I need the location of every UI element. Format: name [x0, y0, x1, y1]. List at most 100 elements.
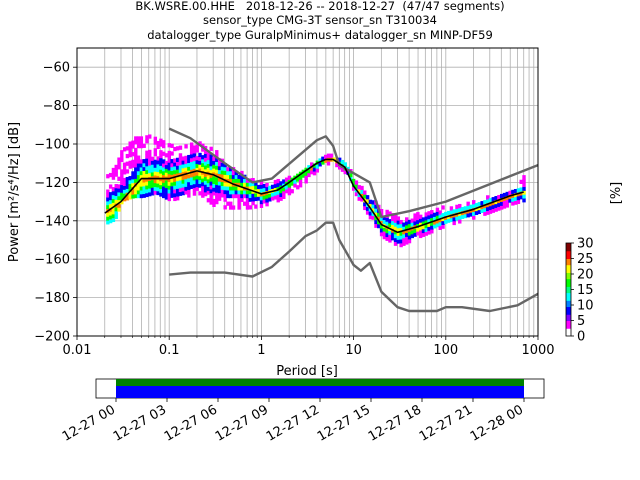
psd-density-cell: [220, 166, 225, 171]
psd-density-cell: [220, 181, 225, 186]
psd-density-cell: [226, 186, 230, 191]
psd-density-cell: [142, 162, 146, 168]
psd-density-cell: [393, 222, 398, 227]
psd-density-cell: [519, 187, 523, 192]
psd-density-cell: [223, 170, 227, 175]
psd-density-cell: [189, 169, 194, 174]
psd-density-cell: [522, 182, 526, 188]
psd-density-cell: [259, 199, 264, 205]
psd-density-cell: [427, 230, 431, 235]
psd-density-cell: [134, 193, 138, 199]
psd-density-cell: [483, 200, 487, 205]
psd-density-cell: [134, 190, 138, 195]
colorbar-segment: [566, 286, 571, 289]
psd-density-cell: [340, 159, 345, 165]
colorbar-segment: [566, 272, 571, 275]
psd-density-cell: [178, 160, 183, 166]
psd-density-cell: [293, 179, 297, 184]
psd-density-cell: [388, 238, 392, 243]
psd-density-cell: [237, 182, 241, 187]
psd-density-cell: [215, 165, 219, 170]
psd-density-cell: [162, 186, 166, 191]
psd-density-cell: [128, 176, 132, 181]
psd-density-cell: [363, 205, 367, 211]
colorbar-segment: [566, 249, 571, 252]
psd-density-cell: [240, 178, 244, 183]
colorbar-segment: [566, 289, 571, 292]
psd-density-cell: [240, 197, 244, 202]
colorbar-segment: [566, 277, 571, 280]
psd-density-cell: [145, 158, 149, 163]
psd-density-cell: [290, 189, 294, 194]
psd-density-cell: [282, 187, 286, 192]
psd-density-cell: [388, 234, 392, 239]
psd-density-cell: [399, 239, 403, 244]
psd-density-cell: [374, 215, 378, 221]
psd-density-cell: [438, 225, 442, 230]
psd-density-cell: [427, 218, 431, 224]
psd-density-cell: [136, 182, 141, 187]
psd-density-cell: [393, 226, 398, 231]
psd-density-cell: [374, 212, 378, 217]
psd-density-cell: [201, 185, 205, 191]
psd-density-cell: [304, 171, 308, 176]
psd-density-cell: [189, 184, 194, 189]
psd-density-cell: [198, 160, 202, 165]
psd-density-cell: [505, 191, 509, 197]
psd-density-cell: [240, 186, 244, 191]
colorbar-segment: [566, 252, 571, 255]
timeline-tick-label: 12-27 00: [60, 402, 118, 444]
psd-density-cell: [391, 232, 395, 237]
psd-density-cell: [203, 153, 208, 158]
psd-density-cell: [508, 194, 512, 199]
psd-density-cell: [421, 217, 426, 222]
x-tick-label: 10: [345, 343, 362, 358]
psd-density-cell: [170, 170, 174, 175]
psd-density-cell: [497, 202, 501, 207]
psd-density-cell: [374, 219, 378, 225]
psd-density-cell: [413, 232, 417, 237]
psd-density-cell: [148, 157, 152, 162]
psd-density-cell: [184, 167, 188, 172]
psd-density-cell: [371, 204, 375, 209]
psd-density-cell: [413, 217, 417, 222]
psd-density-cell: [117, 176, 121, 181]
psd-density-cell: [131, 182, 135, 188]
psd-density-cell: [223, 162, 227, 168]
psd-density-cell: [195, 186, 199, 191]
psd-density-cell: [192, 187, 197, 192]
psd-density-cell: [234, 190, 239, 195]
psd-density-cell: [234, 170, 239, 176]
psd-density-cell: [262, 195, 266, 200]
colorbar-segment: [566, 287, 571, 290]
psd-density-cell: [446, 218, 451, 223]
mean-psd-curve: [104, 158, 524, 234]
psd-density-cell: [460, 207, 465, 212]
psd-density-cell: [396, 231, 401, 236]
psd-density-cell: [377, 220, 381, 225]
psd-density-cell: [519, 179, 523, 184]
colorbar-segment: [566, 243, 571, 246]
colorbar-segment: [566, 298, 571, 301]
colorbar-segment: [566, 297, 571, 300]
psd-density-cell: [237, 193, 241, 199]
psd-density-cell: [212, 198, 216, 204]
psd-density-cell: [203, 191, 208, 197]
psd-density-cell: [519, 195, 523, 200]
psd-density-cell: [405, 232, 409, 237]
psd-density-cell: [153, 148, 158, 153]
psd-density-cell: [508, 198, 512, 203]
psd-density-cell: [441, 220, 445, 225]
psd-density-cell: [480, 201, 484, 206]
psd-density-cell: [220, 170, 225, 175]
psd-density-cell: [511, 201, 515, 206]
psd-density-cell: [522, 178, 526, 184]
psd-density-cell: [410, 230, 414, 235]
psd-density-cell: [418, 226, 423, 231]
psd-density-cell: [488, 198, 493, 203]
psd-density-cell: [189, 173, 194, 178]
psd-density-cell: [212, 191, 216, 196]
psd-density-cell: [449, 206, 454, 211]
psd-density-cell: [491, 197, 495, 202]
psd-density-cell: [488, 209, 493, 214]
